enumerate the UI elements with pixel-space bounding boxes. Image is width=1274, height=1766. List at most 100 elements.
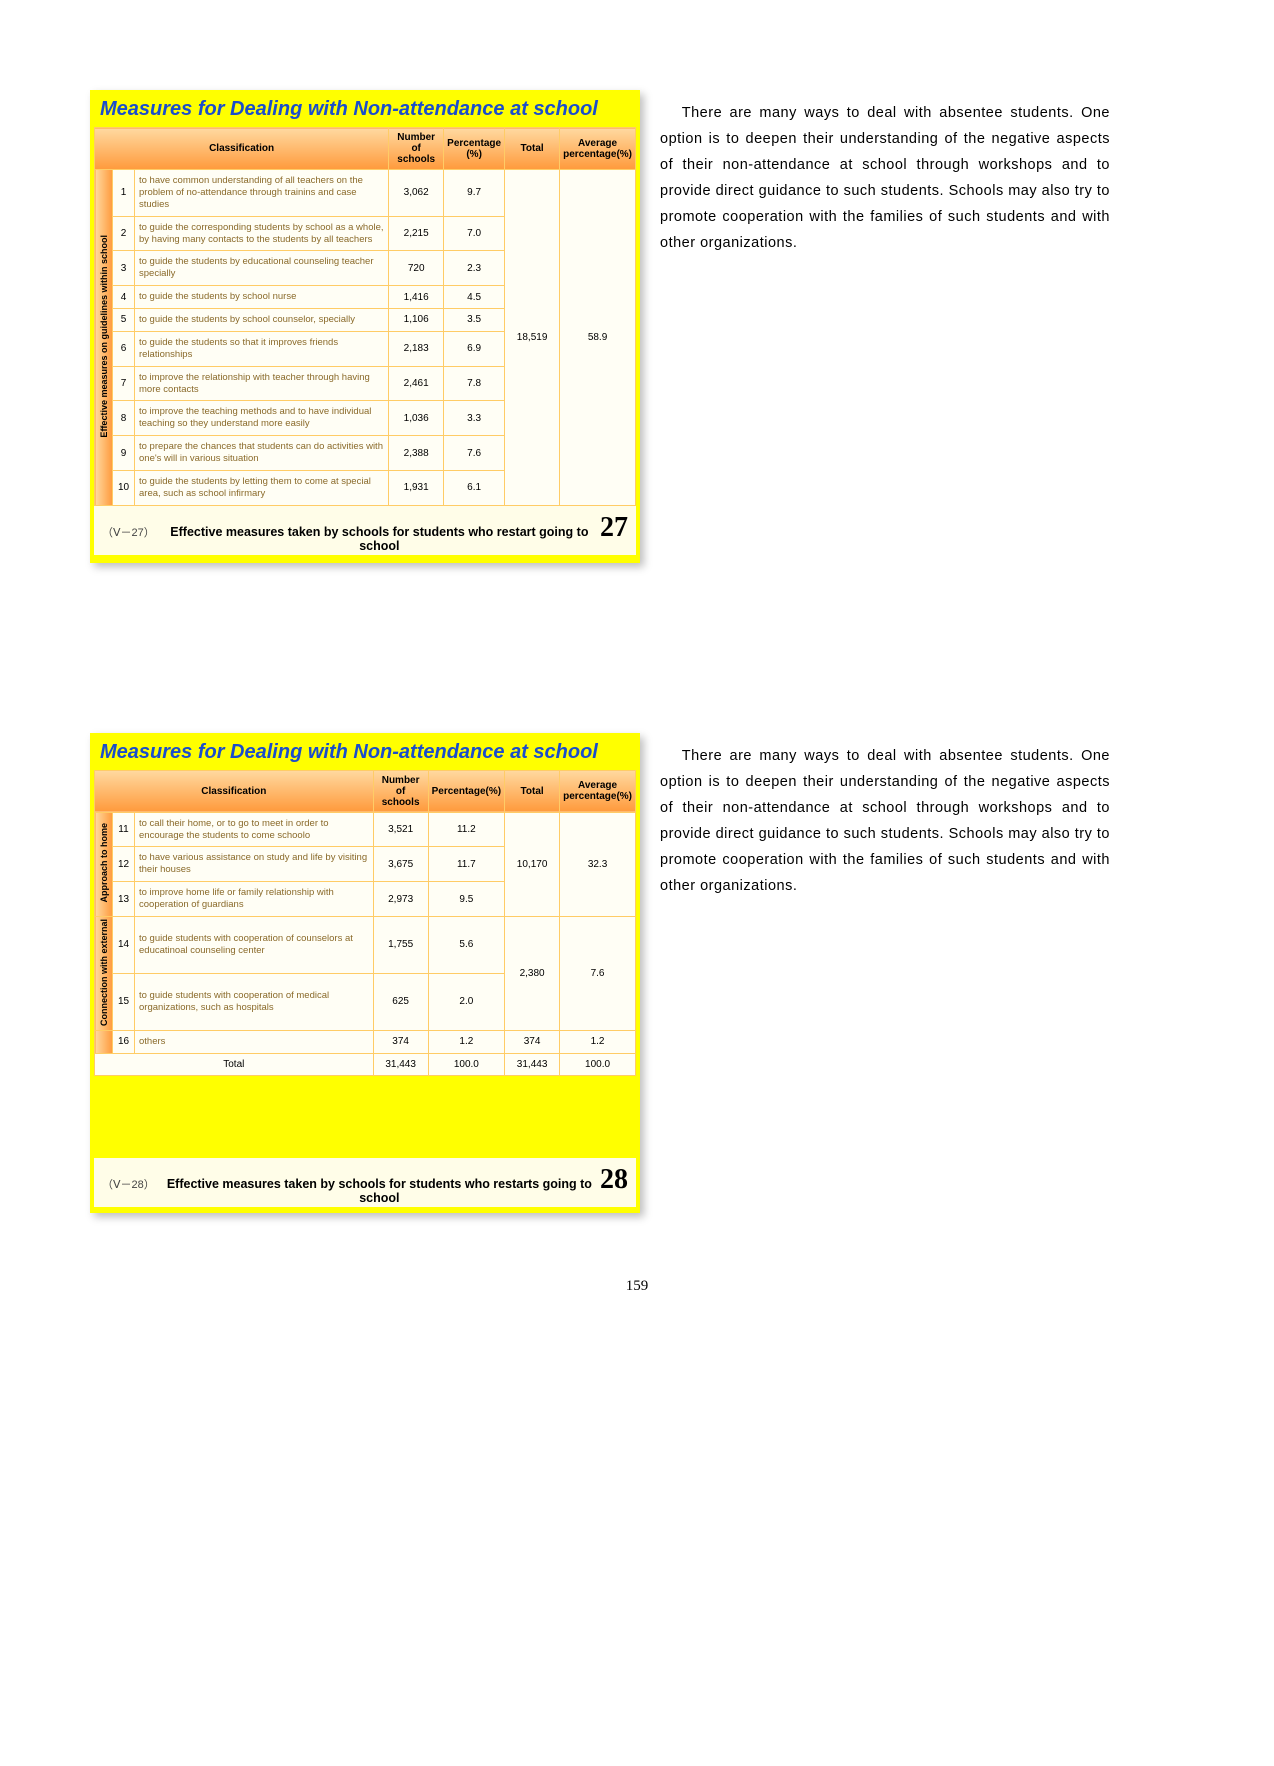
row-schools: 2,215	[389, 216, 444, 251]
row-desc: to call their home, or to go to meet in …	[135, 812, 374, 847]
table-27: Classification Number of schools Percent…	[94, 127, 636, 506]
row-schools: 3,521	[373, 812, 428, 847]
row-num: 4	[113, 286, 135, 309]
row-num: 7	[113, 366, 135, 401]
th-classification: Classification	[95, 770, 374, 812]
row-pct: 11.2	[428, 812, 504, 847]
th-avg: Average percentage(%)	[560, 770, 636, 812]
row-schools: 2,461	[389, 366, 444, 401]
row-desc: to guide students with cooperation of me…	[135, 973, 374, 1030]
row-schools: 2,183	[389, 331, 444, 366]
th-pct: Percentage(%)	[428, 770, 504, 812]
row-desc: to have various assistance on study and …	[135, 847, 374, 882]
group-total: 374	[505, 1030, 560, 1053]
row-schools: 2,973	[373, 882, 428, 917]
row-schools: 720	[389, 251, 444, 286]
row-desc: to guide the students by educational cou…	[135, 251, 389, 286]
paragraph: There are many ways to deal with absente…	[660, 100, 1110, 257]
footer-code: （Ⅴ－28）	[102, 1176, 155, 1192]
total-label: Total	[95, 1053, 374, 1075]
group-label	[95, 1030, 113, 1053]
th-pct: Percentage (%)	[444, 128, 505, 170]
row-schools: 1,416	[389, 286, 444, 309]
row-num: 11	[113, 812, 135, 847]
row-schools: 2,388	[389, 436, 444, 471]
row-pct: 9.7	[444, 170, 505, 217]
row-num: 6	[113, 331, 135, 366]
th-classification: Classification	[95, 128, 389, 170]
group-total: 2,380	[505, 916, 560, 1030]
row-num: 8	[113, 401, 135, 436]
table-28: Classification Number of schools Percent…	[94, 770, 636, 1076]
row-schools: 1,931	[389, 470, 444, 505]
row-pct: 4.5	[444, 286, 505, 309]
row-pct: 1.2	[428, 1030, 504, 1053]
row-num: 5	[113, 309, 135, 332]
row-desc: others	[135, 1030, 374, 1053]
row-desc: to guide students with cooperation of co…	[135, 916, 374, 973]
row-pct: 11.7	[428, 847, 504, 882]
row-schools: 3,675	[373, 847, 428, 882]
row-desc: to guide the students by school nurse	[135, 286, 389, 309]
row-pct: 3.5	[444, 309, 505, 332]
total-val: 100.0	[560, 1053, 636, 1075]
row-num: 16	[113, 1030, 135, 1053]
total-val: 100.0	[428, 1053, 504, 1075]
row-schools: 374	[373, 1030, 428, 1053]
row-num: 15	[113, 973, 135, 1030]
row-num: 10	[113, 470, 135, 505]
card-28: Measures for Dealing with Non-attendance…	[90, 733, 640, 1213]
row-num: 14	[113, 916, 135, 973]
group-avg: 32.3	[560, 812, 636, 916]
row-num: 3	[113, 251, 135, 286]
card-title: Measures for Dealing with Non-attendance…	[94, 737, 636, 770]
group-label: Approach to home	[95, 812, 113, 916]
total-val: 31,443	[505, 1053, 560, 1075]
th-total: Total	[505, 128, 560, 170]
side-text-28: There are many ways to deal with absente…	[660, 733, 1110, 900]
table-row: Effective measures on guidelines within …	[95, 170, 636, 217]
th-schools: Number of schools	[389, 128, 444, 170]
group-label: Effective measures on guidelines within …	[95, 170, 113, 506]
th-avg: Average percentage(%)	[560, 128, 636, 170]
section-28: Measures for Dealing with Non-attendance…	[90, 733, 1204, 1213]
row-num: 1	[113, 170, 135, 217]
row-pct: 7.6	[444, 436, 505, 471]
group-avg: 7.6	[560, 916, 636, 1030]
row-desc: to improve the relationship with teacher…	[135, 366, 389, 401]
row-pct: 5.6	[428, 916, 504, 973]
group-avg: 58.9	[560, 170, 636, 506]
section-27: Measures for Dealing with Non-attendance…	[90, 90, 1204, 563]
row-pct: 7.0	[444, 216, 505, 251]
row-schools: 1,755	[373, 916, 428, 973]
row-num: 9	[113, 436, 135, 471]
row-pct: 6.1	[444, 470, 505, 505]
row-pct: 2.0	[428, 973, 504, 1030]
footer-num: 28	[600, 1164, 628, 1196]
row-desc: to guide the students by school counselo…	[135, 309, 389, 332]
row-desc: to improve home life or family relations…	[135, 882, 374, 917]
row-schools: 1,106	[389, 309, 444, 332]
card-footer: （Ⅴ－27） Effective measures taken by schoo…	[94, 506, 636, 555]
card-title: Measures for Dealing with Non-attendance…	[94, 94, 636, 127]
row-desc: to guide the students so that it improve…	[135, 331, 389, 366]
table-row: 16others3741.23741.2	[95, 1030, 636, 1053]
table-row: Approach to home11to call their home, or…	[95, 812, 636, 847]
total-row: Total31,443100.031,443100.0	[95, 1053, 636, 1075]
group-avg: 1.2	[560, 1030, 636, 1053]
row-num: 13	[113, 882, 135, 917]
side-text-27: There are many ways to deal with absente…	[660, 90, 1110, 257]
footer-text: Effective measures taken by schools for …	[165, 1177, 594, 1205]
paragraph: There are many ways to deal with absente…	[660, 743, 1110, 900]
total-val: 31,443	[373, 1053, 428, 1075]
footer-num: 27	[600, 512, 628, 544]
row-pct: 9.5	[428, 882, 504, 917]
row-pct: 6.9	[444, 331, 505, 366]
th-schools: Number of schools	[373, 770, 428, 812]
row-num: 2	[113, 216, 135, 251]
row-schools: 1,036	[389, 401, 444, 436]
row-desc: to guide the students by letting them to…	[135, 470, 389, 505]
row-desc: to improve the teaching methods and to h…	[135, 401, 389, 436]
footer-code: （Ⅴ－27）	[102, 524, 155, 540]
row-desc: to have common understanding of all teac…	[135, 170, 389, 217]
